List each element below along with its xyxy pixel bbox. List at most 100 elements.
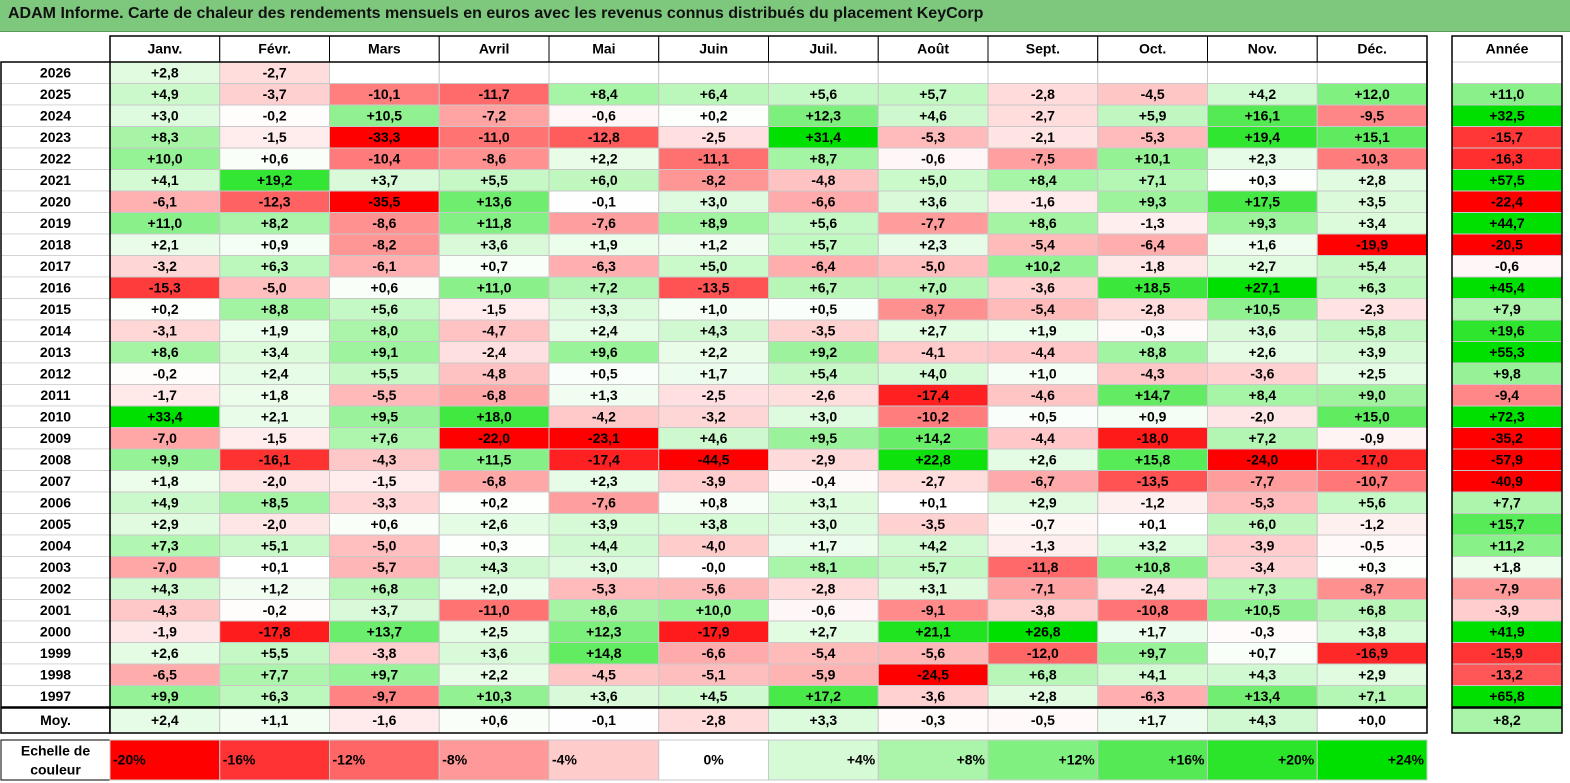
- color-scale-stop-label: -16%: [223, 752, 256, 768]
- year-label: 2014: [40, 322, 71, 338]
- column-header-label: Mai: [592, 41, 615, 57]
- heatmap-cell-value: +10,5: [1245, 301, 1281, 317]
- heatmap-cell-value: -2,6: [811, 387, 835, 403]
- heatmap-cell-value: -5,3: [1141, 129, 1165, 145]
- heatmap-cell-value: +3,8: [1358, 623, 1386, 639]
- heatmap-cell-value: +14,7: [1135, 387, 1171, 403]
- heatmap-cell-value: -4,0: [702, 537, 726, 553]
- color-scale-stop-label: -20%: [113, 752, 146, 768]
- heatmap-cell-value: +8,0: [371, 322, 399, 338]
- heatmap-cell-value: -7,1: [1031, 580, 1055, 596]
- heatmap-cell-value: +0,1: [919, 494, 947, 510]
- annual-cell-value: +57,5: [1489, 172, 1525, 188]
- heatmap-cell-value: +2,1: [151, 236, 179, 252]
- heatmap-cell-value: +6,0: [1249, 516, 1277, 532]
- year-label: 2021: [40, 172, 71, 188]
- heatmap-cell-value: -6,8: [482, 387, 506, 403]
- color-scale-stop-label: +4%: [847, 752, 876, 768]
- color-scale-stop-label: +16%: [1168, 752, 1205, 768]
- heatmap-cell-value: +2,6: [480, 516, 508, 532]
- heatmap-cell-value: -22,0: [478, 430, 510, 446]
- year-label: 2010: [40, 408, 71, 424]
- heatmap-cell-value: -6,6: [702, 645, 726, 661]
- heatmap-cell-value: +9,1: [371, 344, 399, 360]
- heatmap-cell-value: -1,5: [372, 473, 396, 489]
- heatmap-cell: [1316, 61, 1428, 84]
- heatmap-cell-value: +1,9: [261, 322, 289, 338]
- heatmap-cell-value: -2,8: [1031, 86, 1055, 102]
- annual-cell-value: +19,6: [1489, 322, 1525, 338]
- heatmap-cell-value: -18,0: [1137, 430, 1169, 446]
- heatmap-cell-value: -6,7: [1031, 473, 1055, 489]
- heatmap-cell-value: -5,4: [1031, 301, 1055, 317]
- heatmap-cell-value: -1,8: [1141, 258, 1165, 274]
- heatmap-cell-value: -9,5: [1360, 107, 1384, 123]
- heatmap-cell-value: +2,6: [1249, 344, 1277, 360]
- heatmap-cell-value: +1,2: [261, 580, 289, 596]
- heatmap-cell-value: +4,3: [480, 559, 508, 575]
- heatmap-cell-value: +6,3: [261, 258, 289, 274]
- heatmap-cell-value: +0,2: [151, 301, 179, 317]
- heatmap-cell-value: +8,4: [1249, 387, 1277, 403]
- heatmap-cell-value: -0,2: [263, 602, 287, 618]
- heatmap-cell-value: +5,5: [480, 172, 508, 188]
- heatmap-cell-value: +10,3: [476, 688, 512, 704]
- heatmap-cell-value: -6,1: [372, 258, 396, 274]
- annual-cell-value: +45,4: [1489, 279, 1525, 295]
- color-scale-swatch: [109, 739, 221, 781]
- heatmap-cell-value: -6,5: [153, 666, 177, 682]
- heatmap-cell-value: -8,7: [1360, 580, 1384, 596]
- heatmap-cell-value: +12,3: [586, 623, 622, 639]
- heatmap-cell-value: -17,9: [698, 623, 730, 639]
- annual-cell-value: +44,7: [1489, 215, 1525, 231]
- heatmap-cell-value: -5,1: [702, 666, 726, 682]
- heatmap-cell-value: +3,6: [480, 236, 508, 252]
- heatmap-cell-value: -8,2: [372, 236, 396, 252]
- heatmap-cell-value: +3,0: [810, 408, 838, 424]
- annual-cell-value: +32,5: [1489, 107, 1525, 123]
- heatmap-cell-value: +1,7: [700, 365, 728, 381]
- color-scale-label-line2: couleur: [30, 762, 81, 778]
- heatmap-cell-value: +2,4: [261, 365, 289, 381]
- heatmap-cell-value: +8,4: [1029, 172, 1057, 188]
- year-label: 2012: [40, 365, 71, 381]
- heatmap-cell-value: -2,3: [1360, 301, 1384, 317]
- annual-header-label: Année: [1486, 41, 1529, 57]
- heatmap-cell-value: +0,3: [480, 537, 508, 553]
- heatmap-cell-value: -3,5: [811, 322, 835, 338]
- heatmap-cell-value: -6,4: [811, 258, 835, 274]
- annual-cell-value: +7,7: [1493, 494, 1521, 510]
- heatmap-cell-value: +3,9: [590, 516, 618, 532]
- heatmap-cell-value: +0,5: [810, 301, 838, 317]
- heatmap-cell-value: -1,6: [1031, 193, 1055, 209]
- heatmap-cell: [548, 61, 660, 84]
- heatmap-cell-value: +2,3: [919, 236, 947, 252]
- annual-cell-value: -13,2: [1491, 666, 1523, 682]
- heatmap-cell-value: +0,5: [1029, 408, 1057, 424]
- color-scale-stop-label: -8%: [442, 752, 467, 768]
- heatmap-cell: [768, 61, 879, 84]
- heatmap-cell-value: +3,0: [810, 516, 838, 532]
- heatmap-cell-value: -11,1: [698, 150, 729, 166]
- heatmap-cell-value: +2,5: [480, 623, 508, 639]
- heatmap-cell-value: +0,9: [1139, 408, 1167, 424]
- year-label: 2005: [40, 516, 71, 532]
- heatmap-cell-value: -4,1: [921, 344, 945, 360]
- heatmap-cell-value: +7,3: [1249, 580, 1277, 596]
- heatmap-cell-value: +0,6: [371, 516, 399, 532]
- annual-cell-value: -7,9: [1495, 580, 1519, 596]
- color-scale-swatch: [1316, 739, 1428, 781]
- heatmap-cell-value: +2,3: [1249, 150, 1277, 166]
- heatmap-cell-value: -9,1: [921, 602, 945, 618]
- heatmap-cell-value: +10,2: [1025, 258, 1061, 274]
- heatmap-cell-value: +5,0: [700, 258, 728, 274]
- heatmap-cell-value: -4,2: [592, 408, 616, 424]
- heatmap-cell-value: -2,4: [482, 344, 506, 360]
- heatmap-cell-value: -16,1: [259, 451, 291, 467]
- color-scale-stop-label: +20%: [1278, 752, 1315, 768]
- heatmap-cell-value: +3,6: [590, 688, 618, 704]
- heatmap-cell-value: -3,6: [921, 688, 945, 704]
- heatmap-cell-value: +2,1: [261, 408, 289, 424]
- column-header-label: Déc.: [1357, 41, 1387, 57]
